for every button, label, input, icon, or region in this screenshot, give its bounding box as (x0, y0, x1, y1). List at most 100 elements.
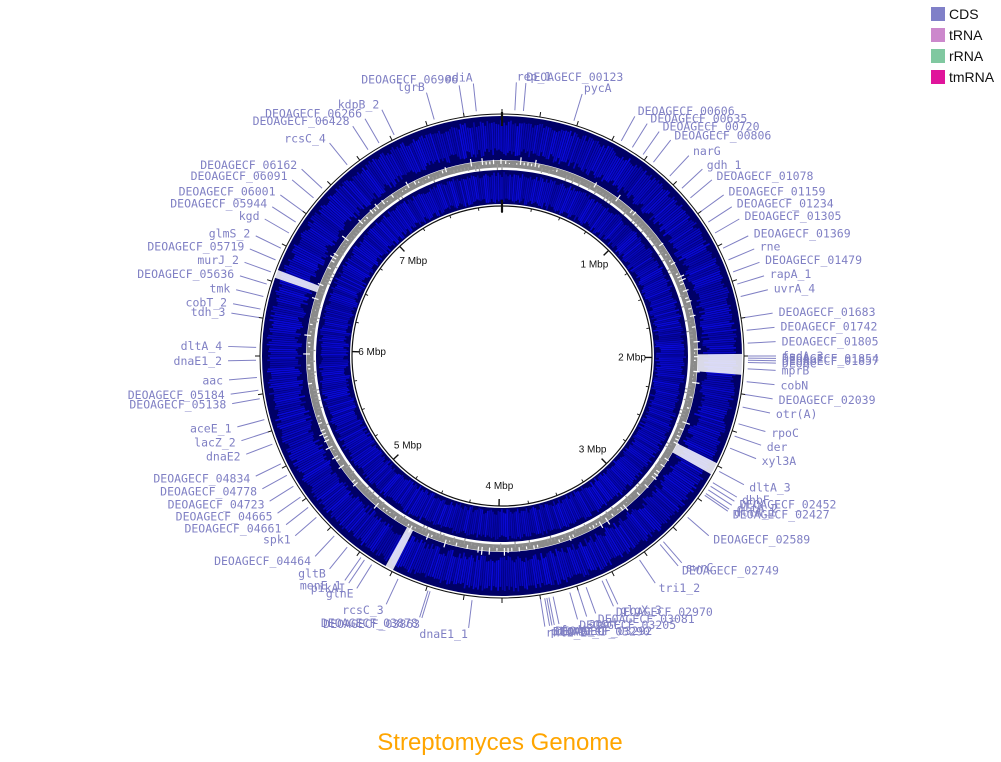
tick-label-4-mbp: 4 Mbp (486, 481, 514, 492)
gene-label: DEOAGECF_01369 (754, 226, 851, 240)
gc-spike (557, 170, 558, 172)
gene-label: murJ_2 (197, 253, 239, 267)
gene-label-leader (256, 236, 281, 248)
axis-tick (375, 434, 378, 436)
axis-tick (531, 209, 532, 212)
axis-tick (380, 269, 382, 271)
gene-label: rpoC (771, 426, 799, 440)
gc-spike (570, 177, 571, 179)
gene-label-leader (229, 377, 257, 379)
gene-label-leader (256, 464, 281, 476)
gene-label: lacZ_2 (194, 436, 236, 450)
gene-label: DEOAGECF_02427 (733, 508, 830, 522)
gene-label: DEOAGECF_06162 (200, 158, 297, 172)
gene-label-leader (745, 394, 773, 398)
gc-spike (362, 487, 363, 488)
axis-tick (604, 250, 609, 255)
gene-label: otr(A) (776, 407, 818, 421)
gene-label-leader (236, 290, 263, 297)
outer-feature-stroke (508, 556, 509, 590)
gc-spike (692, 327, 695, 328)
gene-label-leader (272, 207, 295, 222)
gene-label-leader (748, 369, 776, 370)
gene-label: xyl3A (762, 454, 797, 468)
gene-label-leader (553, 597, 559, 624)
backbone-tick (282, 244, 286, 246)
outer-feature-stroke (270, 362, 298, 363)
gene-label: DEOAGECF_01479 (765, 253, 862, 267)
gene-label-leader (231, 390, 259, 394)
gene-label-leader (670, 156, 689, 176)
axis-tick (556, 493, 557, 496)
axis-tick (582, 480, 584, 483)
gc-spike (382, 206, 383, 207)
backbone-tick (540, 112, 541, 117)
tick-label-7-mbp: 7 Mbp (399, 256, 427, 267)
axis-tick (559, 218, 560, 221)
gene-label-leader (574, 94, 582, 121)
gene-label: tmk (210, 281, 231, 295)
gene-label: dnaE1_2 (174, 354, 222, 368)
gc-spike (647, 231, 648, 232)
gc-spike (587, 184, 588, 185)
gene-label-leader (653, 140, 670, 162)
legend-swatch-cds (931, 7, 945, 21)
inner-feature-stroke (661, 349, 685, 350)
gene-label: glmS_2 (209, 226, 251, 240)
outer-feature-stroke (703, 352, 736, 353)
gene-label: kdpB_2 (338, 97, 380, 111)
gene-label-leader (737, 276, 764, 284)
gene-label: DEOAGECF_05719 (147, 240, 244, 254)
axis-tick (637, 414, 640, 415)
gene-label-leader (473, 84, 476, 112)
backbone-tick (327, 527, 331, 531)
gene-label-leader (315, 536, 334, 556)
gc-spike (649, 478, 650, 479)
gene-label-leader (570, 592, 578, 619)
gene-label-leader (231, 313, 259, 317)
gene-label-leader (292, 180, 313, 198)
gc-spike (364, 220, 365, 221)
outer-feature-stroke (494, 563, 495, 587)
gene-label-leader (262, 475, 286, 489)
backbone-tick (327, 181, 331, 185)
gc-spike (471, 542, 472, 546)
gene-label-leader (330, 143, 348, 165)
inner-feature-stroke (498, 173, 499, 202)
gene-label-leader (302, 169, 322, 188)
gene-label-leader (747, 327, 775, 330)
gc-spike (688, 308, 691, 309)
gene-label: dnaE1_1 (419, 627, 468, 641)
outer-feature-stroke (506, 560, 507, 586)
backbone-tick (577, 121, 579, 126)
gene-label-leader (701, 195, 724, 211)
gene-label-leader (330, 547, 348, 569)
gene-label: DEOAGECF_04778 (160, 485, 257, 499)
gene-label-leader (246, 444, 272, 454)
gene-label-leader (382, 110, 394, 135)
outer-feature-stroke (709, 348, 736, 349)
gene-label-leader (365, 119, 379, 143)
gc-spike (475, 166, 476, 171)
axis-tick (528, 501, 529, 504)
inner-feature-stroke (506, 174, 507, 198)
backbone-tick (644, 156, 647, 160)
gene-label: aac (202, 373, 223, 387)
gene-label-leader (602, 581, 613, 607)
inner-feature-stroke (505, 513, 506, 537)
gene-label: DEOAGECF_01078 (717, 169, 814, 183)
backbone-tick (302, 498, 306, 501)
legend-label-tmrna: tmRNA (949, 69, 995, 85)
outer-feature-stroke (270, 364, 298, 365)
gc-spike (690, 397, 693, 398)
gene-label-leader (295, 517, 316, 535)
gene-label-leader (469, 600, 472, 628)
backbone-tick (282, 466, 286, 468)
axis-tick (646, 328, 649, 329)
gc-spike (582, 529, 583, 530)
backbone-tick (357, 156, 360, 160)
tick-label-2-mbp: 2 Mbp (618, 352, 646, 363)
gene-label-leader (545, 598, 550, 626)
gc-spike (482, 158, 483, 165)
